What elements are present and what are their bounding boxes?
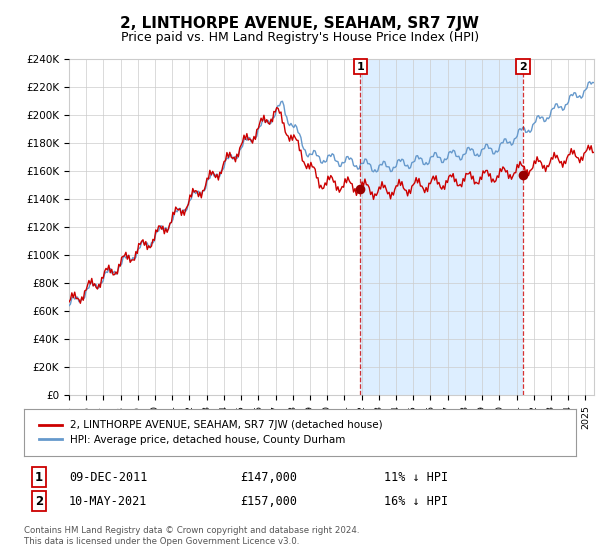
Text: 09-DEC-2011: 09-DEC-2011: [69, 470, 148, 484]
Legend: 2, LINTHORPE AVENUE, SEAHAM, SR7 7JW (detached house), HPI: Average price, detac: 2, LINTHORPE AVENUE, SEAHAM, SR7 7JW (de…: [35, 416, 387, 449]
Text: 2: 2: [35, 494, 43, 508]
Text: 2: 2: [519, 62, 527, 72]
Text: Price paid vs. HM Land Registry's House Price Index (HPI): Price paid vs. HM Land Registry's House …: [121, 31, 479, 44]
Text: Contains HM Land Registry data © Crown copyright and database right 2024.
This d: Contains HM Land Registry data © Crown c…: [24, 526, 359, 546]
Text: 10-MAY-2021: 10-MAY-2021: [69, 494, 148, 508]
Text: 11% ↓ HPI: 11% ↓ HPI: [384, 470, 448, 484]
Text: 2, LINTHORPE AVENUE, SEAHAM, SR7 7JW: 2, LINTHORPE AVENUE, SEAHAM, SR7 7JW: [121, 16, 479, 31]
Text: £147,000: £147,000: [240, 470, 297, 484]
Bar: [360, 59, 523, 395]
Text: 1: 1: [35, 470, 43, 484]
Text: 1: 1: [356, 62, 364, 72]
Text: £157,000: £157,000: [240, 494, 297, 508]
Text: 16% ↓ HPI: 16% ↓ HPI: [384, 494, 448, 508]
